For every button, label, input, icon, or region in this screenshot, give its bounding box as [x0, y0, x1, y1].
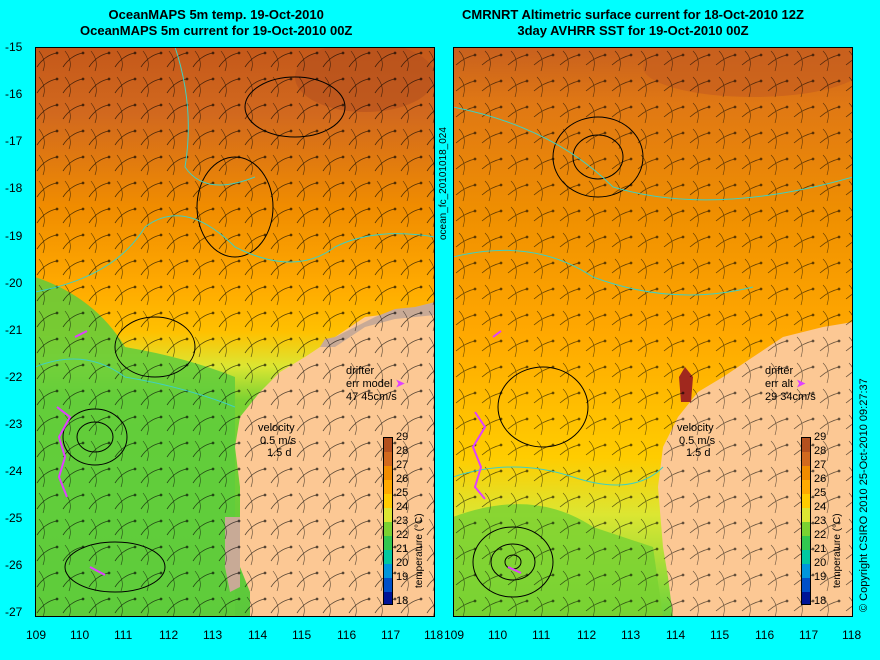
right-err-values: 29 34cm/s [765, 391, 816, 403]
colorbar-tick: 22 [396, 529, 409, 541]
colorbar-tick: 26 [814, 473, 827, 485]
current-streamlines [453, 47, 853, 617]
lon-tick: 114 [248, 628, 268, 642]
colorbar-tick: 24 [396, 501, 409, 513]
lon-tick: 113 [203, 628, 223, 642]
colorbar-tick: 28 [396, 445, 409, 457]
run-identifier: ocean_fc_20101018_024 [438, 127, 449, 240]
left-panel-title: OceanMAPS 5m temp. 19-Oct-2010 OceanMAPS… [80, 7, 352, 39]
drifter-tracks [56, 330, 106, 576]
lon-tick: 109 [26, 628, 47, 642]
colorbar-tick: 22 [814, 529, 827, 541]
drifter-arrow-icon: ➤ [395, 378, 405, 390]
left-colorbar-label: temperature (°C) [414, 513, 425, 588]
left-velocity-scale: 0.5 m/s [260, 435, 297, 447]
left-map-svg [35, 47, 435, 617]
colorbar-tick: 27 [396, 459, 409, 471]
right-velocity-scale: 0.5 m/s [679, 435, 716, 447]
drifter-tracks [471, 330, 522, 574]
colorbar-tick: 19 [396, 571, 409, 583]
colorbar-tick: 25 [396, 487, 409, 499]
right-title-line1: CMRNRT Altimetric surface current for 18… [462, 7, 804, 22]
lon-tick: 110 [70, 628, 90, 642]
lon-tick: 118 [424, 628, 444, 642]
right-err-label: err alt ➤ [765, 378, 805, 391]
lon-tick: 115 [292, 628, 312, 642]
lon-tick: 112 [159, 628, 179, 642]
colorbar-tick: 24 [814, 501, 827, 513]
colorbar-tick: 23 [396, 515, 409, 527]
right-colorbar [801, 437, 811, 605]
left-velocity-time: 1.5 d [267, 447, 292, 459]
lat-tick: -18 [5, 181, 23, 195]
lon-tick: 116 [337, 628, 357, 642]
left-colorbar [383, 437, 393, 605]
right-err-label-text: err alt [765, 378, 794, 390]
lat-tick: -21 [5, 323, 23, 337]
lat-tick: -19 [5, 229, 23, 243]
colorbar-tick: 19 [814, 571, 827, 583]
lon-tick: 114 [666, 628, 686, 642]
right-drifter-label: drifter [765, 365, 794, 377]
lat-tick: -16 [5, 87, 23, 101]
lat-tick: -20 [5, 276, 23, 290]
current-streamlines [35, 47, 435, 617]
lon-tick: 110 [488, 628, 508, 642]
eddy-circles [472, 116, 644, 598]
right-panel-title: CMRNRT Altimetric surface current for 18… [462, 7, 804, 39]
isotherm-contours [35, 47, 435, 408]
lat-tick: -15 [5, 40, 23, 54]
right-velocity-time: 1.5 d [686, 447, 711, 459]
colorbar-tick: 26 [396, 473, 409, 485]
lon-tick: 116 [755, 628, 775, 642]
right-velocity-label: velocity [677, 422, 714, 434]
colorbar-tick: 21 [814, 543, 827, 555]
left-err-values: 47 45cm/s [346, 391, 397, 403]
lat-tick: -23 [5, 417, 23, 431]
right-title-line2: 3day AVHRR SST for 19-Oct-2010 00Z [517, 23, 749, 38]
right-map-panel [453, 47, 853, 617]
lat-tick: -27 [5, 605, 23, 619]
lon-tick: 117 [799, 628, 819, 642]
colorbar-tick: 29 [396, 431, 409, 443]
colorbar-tick: 23 [814, 515, 827, 527]
colorbar-tick: 20 [396, 557, 409, 569]
lon-tick: 113 [621, 628, 641, 642]
lon-tick: 118 [842, 628, 862, 642]
lon-tick: 111 [114, 628, 133, 642]
lat-tick: -24 [5, 464, 23, 478]
colorbar-tick: 20 [814, 557, 827, 569]
colorbar-tick: 27 [814, 459, 827, 471]
right-colorbar-label: temperature (°C) [832, 513, 843, 588]
lon-tick: 109 [444, 628, 465, 642]
left-drifter-label: drifter [346, 365, 375, 377]
colorbar-tick: 28 [814, 445, 827, 457]
lat-tick: -25 [5, 511, 23, 525]
colorbar-tick: 21 [396, 543, 409, 555]
left-map-panel [35, 47, 435, 617]
lon-tick: 117 [381, 628, 401, 642]
drifter-arrow-icon: ➤ [796, 378, 806, 390]
lat-tick: -22 [5, 370, 23, 384]
left-title-line1: OceanMAPS 5m temp. 19-Oct-2010 [108, 7, 324, 22]
left-title-line2: OceanMAPS 5m current for 19-Oct-2010 00Z [80, 23, 353, 38]
left-velocity-label: velocity [258, 422, 295, 434]
lat-tick: -26 [5, 558, 23, 572]
colorbar-tick: 18 [396, 595, 409, 607]
right-map-svg [453, 47, 853, 617]
lat-tick: -17 [5, 134, 23, 148]
colorbar-tick: 18 [814, 595, 827, 607]
colorbar-tick: 25 [814, 487, 827, 499]
left-err-label-text: err model [346, 378, 393, 390]
isotherm-contours [453, 106, 853, 486]
colorbar-tick: 29 [814, 431, 827, 443]
eddy-circles [62, 76, 346, 593]
left-err-label: err model ➤ [346, 378, 405, 391]
copyright-notice: © Copyright CSIRO 2010 25-Oct-2010 09:27… [858, 378, 870, 612]
lon-tick: 112 [577, 628, 597, 642]
lon-tick: 115 [710, 628, 730, 642]
lon-tick: 111 [532, 628, 551, 642]
